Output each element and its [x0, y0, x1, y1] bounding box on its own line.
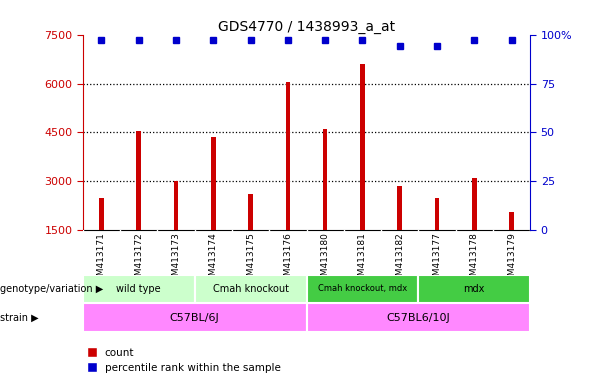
Text: C57BL6/10J: C57BL6/10J — [387, 313, 450, 323]
Bar — [509, 212, 514, 279]
Text: GSM413173: GSM413173 — [172, 233, 180, 288]
Legend: count, percentile rank within the sample: count, percentile rank within the sample — [88, 348, 281, 373]
Text: Cmah knockout, mdx: Cmah knockout, mdx — [318, 285, 407, 293]
Text: GSM413175: GSM413175 — [246, 233, 255, 288]
Bar — [173, 182, 178, 279]
Text: GSM413177: GSM413177 — [433, 233, 441, 288]
Bar — [397, 186, 402, 279]
Text: strain ▶: strain ▶ — [0, 313, 39, 323]
Text: GSM413174: GSM413174 — [209, 233, 218, 287]
Bar — [360, 64, 365, 279]
Bar — [83, 303, 306, 332]
Text: GSM413176: GSM413176 — [283, 233, 292, 288]
Bar — [306, 303, 530, 332]
Text: GSM413172: GSM413172 — [134, 233, 143, 287]
Bar — [137, 131, 141, 279]
Text: GSM413182: GSM413182 — [395, 233, 404, 287]
Bar — [248, 194, 253, 279]
Bar — [99, 198, 104, 279]
Bar — [195, 275, 306, 303]
Bar — [435, 198, 440, 279]
Text: Cmah knockout: Cmah knockout — [213, 284, 289, 294]
Bar — [418, 275, 530, 303]
Bar — [472, 178, 476, 279]
Bar — [83, 275, 195, 303]
Title: GDS4770 / 1438993_a_at: GDS4770 / 1438993_a_at — [218, 20, 395, 33]
Text: GSM413171: GSM413171 — [97, 233, 106, 288]
Text: C57BL/6J: C57BL/6J — [170, 313, 219, 323]
Bar — [286, 82, 290, 279]
Bar — [211, 137, 216, 279]
Bar — [323, 129, 327, 279]
Bar — [306, 275, 418, 303]
Text: GSM413179: GSM413179 — [507, 233, 516, 288]
Text: genotype/variation ▶: genotype/variation ▶ — [0, 284, 103, 294]
Text: wild type: wild type — [116, 284, 161, 294]
Text: GSM413181: GSM413181 — [358, 233, 367, 288]
Text: GSM413178: GSM413178 — [470, 233, 479, 288]
Text: mdx: mdx — [463, 284, 485, 294]
Text: GSM413180: GSM413180 — [321, 233, 330, 288]
